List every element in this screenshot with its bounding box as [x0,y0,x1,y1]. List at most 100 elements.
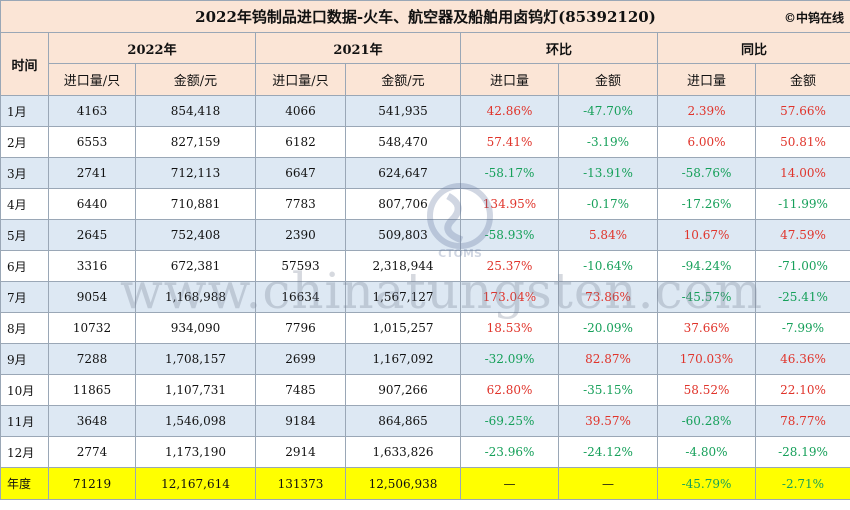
mom-amount-cell: 73.86% [558,281,658,313]
yoy-qty-cell: 6.00% [657,126,756,158]
qty-2021-cell: 4066 [255,95,346,127]
total-amount-2022-cell: 12,167,614 [135,467,256,500]
amount-2022-cell: 1,708,157 [135,343,256,375]
mom-qty-cell: -32.09% [460,343,559,375]
mom-amount-cell: 39.57% [558,405,658,437]
total-row: 年度 71219 12,167,614 131373 12,506,938— — -45.7… [0,467,850,500]
amount-2022-cell: 934,090 [135,312,256,344]
qty-2022-cell: 11865 [48,374,136,406]
mom-qty-cell: 134.95% [460,188,559,220]
yoy-qty-cell: 37.66% [657,312,756,344]
yoy-amount-cell: -11.99% [755,188,850,220]
yoy-qty-cell: -4.80% [657,436,756,468]
qty-2021-cell: 7783 [255,188,346,220]
total-qty-2021-cell: 131373 [255,467,346,500]
month-cell: 8月 [0,312,49,344]
qty-2021-cell: 6182 [255,126,346,158]
table-row: 5月 2645 752,408 2390 509,803 -58.93% 5.84% 10.6… [0,219,850,251]
mom-qty-cell: 173.04% [460,281,559,313]
yoy-qty-cell: 10.67% [657,219,756,251]
mom-amount-cell: -0.17% [558,188,658,220]
mom-qty-cell: -58.93% [460,219,559,251]
amount-2021-cell: 624,647 [345,157,461,189]
yoy-amount-cell: 22.10% [755,374,850,406]
table-row: 4月 6440 710,881 7783 807,706 134.95% -0.17% -17… [0,188,850,220]
amount-2021-cell: 541,935 [345,95,461,127]
yoy-amount-cell: -25.41% [755,281,850,313]
table-row: 7月 9054 1,168,988 16634 1,567,127 173.04% 73.8… [0,281,850,313]
amount-2021-cell: 864,865 [345,405,461,437]
qty-2022-cell: 9054 [48,281,136,313]
total-qty-2022-cell: 71219 [48,467,136,500]
qty-2021-cell: 16634 [255,281,346,313]
amount-2022-cell: 827,159 [135,126,256,158]
mom-qty-cell: 25.37% [460,250,559,282]
amount-2021-cell: 2,318,944 [345,250,461,282]
year-2021-header: 2021年 [255,32,461,64]
yoy-qty-header: 进口量 [657,63,756,96]
amount-2022-cell: 752,408 [135,219,256,251]
mom-amount-cell: 5.84% [558,219,658,251]
total-label-cell: 年度 [0,467,49,500]
qty-2021-cell: 2390 [255,219,346,251]
total-mom-qty-cell: — [460,467,559,500]
total-amount-2021-cell: 12,506,938 [345,467,461,500]
mom-qty-header: 进口量 [460,63,559,96]
qty-2022-cell: 3648 [48,405,136,437]
qty-2022-header: 进口量/只 [48,63,136,96]
amount-2021-cell: 907,266 [345,374,461,406]
month-cell: 10月 [0,374,49,406]
page-title: 2022年钨制品进口数据-火车、航空器及船舶用卤钨灯(85392120) [195,8,656,26]
table-row: 2月 6553 827,159 6182 548,470 57.41% -3.19% 6.00… [0,126,850,158]
mom-amount-cell: -35.15% [558,374,658,406]
table-row: 3月 2741 712,113 6647 624,647 -58.17% -13.91% -5… [0,157,850,189]
month-cell: 9月 [0,343,49,375]
mom-amount-cell: 82.87% [558,343,658,375]
table-row: 12月 2774 1,173,190 2914 1,633,826 -23.96% -24.… [0,436,850,468]
table-row: 10月 11865 1,107,731 7485 907,266 62.80% -35.15… [0,374,850,406]
amount-2022-cell: 854,418 [135,95,256,127]
table-row: 1月 4163 854,418 4066 541,935 42.86% -47.70% 2.3… [0,95,850,127]
amount-2022-cell: 712,113 [135,157,256,189]
month-cell: 7月 [0,281,49,313]
yoy-amount-cell: 46.36% [755,343,850,375]
table-row: 6月 3316 672,381 57593 2,318,944 25.37% -10.64%… [0,250,850,282]
qty-2021-cell: 6647 [255,157,346,189]
mom-qty-cell: 42.86% [460,95,559,127]
yoy-qty-cell: -58.76% [657,157,756,189]
qty-2021-cell: 7796 [255,312,346,344]
mom-amount-cell: -3.19% [558,126,658,158]
qty-2021-cell: 2914 [255,436,346,468]
mom-amount-header: 金额 [558,63,658,96]
qty-2022-cell: 2645 [48,219,136,251]
mom-header: 环比 [460,32,658,64]
qty-2021-cell: 57593 [255,250,346,282]
mom-qty-cell: -58.17% [460,157,559,189]
yoy-qty-cell: -17.26% [657,188,756,220]
qty-2022-cell: 2741 [48,157,136,189]
table-row: 8月 10732 934,090 7796 1,015,257 18.53% -20.09%… [0,312,850,344]
qty-2022-cell: 6553 [48,126,136,158]
amount-2021-cell: 1,015,257 [345,312,461,344]
yoy-amount-cell: -71.00% [755,250,850,282]
total-yoy-qty-cell: -45.79% [657,467,756,500]
month-cell: 4月 [0,188,49,220]
time-header: 时间 [0,32,49,96]
qty-2022-cell: 3316 [48,250,136,282]
amount-2021-cell: 1,567,127 [345,281,461,313]
amount-2022-cell: 672,381 [135,250,256,282]
table-row: 9月 7288 1,708,157 2699 1,167,092 -32.09% 82.87… [0,343,850,375]
qty-2021-cell: 7485 [255,374,346,406]
yoy-amount-header: 金额 [755,63,850,96]
table-row: 11月 3648 1,546,098 9184 864,865 -69.25% 39.57%… [0,405,850,437]
yoy-qty-cell: 58.52% [657,374,756,406]
amount-2022-cell: 1,173,190 [135,436,256,468]
qty-2021-header: 进口量/只 [255,63,346,96]
mom-qty-cell: 62.80% [460,374,559,406]
yoy-amount-cell: 57.66% [755,95,850,127]
qty-2022-cell: 7288 [48,343,136,375]
mom-qty-cell: -69.25% [460,405,559,437]
qty-2021-cell: 9184 [255,405,346,437]
mom-qty-cell: -23.96% [460,436,559,468]
title-cell: 2022年钨制品进口数据-火车、航空器及船舶用卤钨灯(85392120) ©中钨… [0,0,850,33]
